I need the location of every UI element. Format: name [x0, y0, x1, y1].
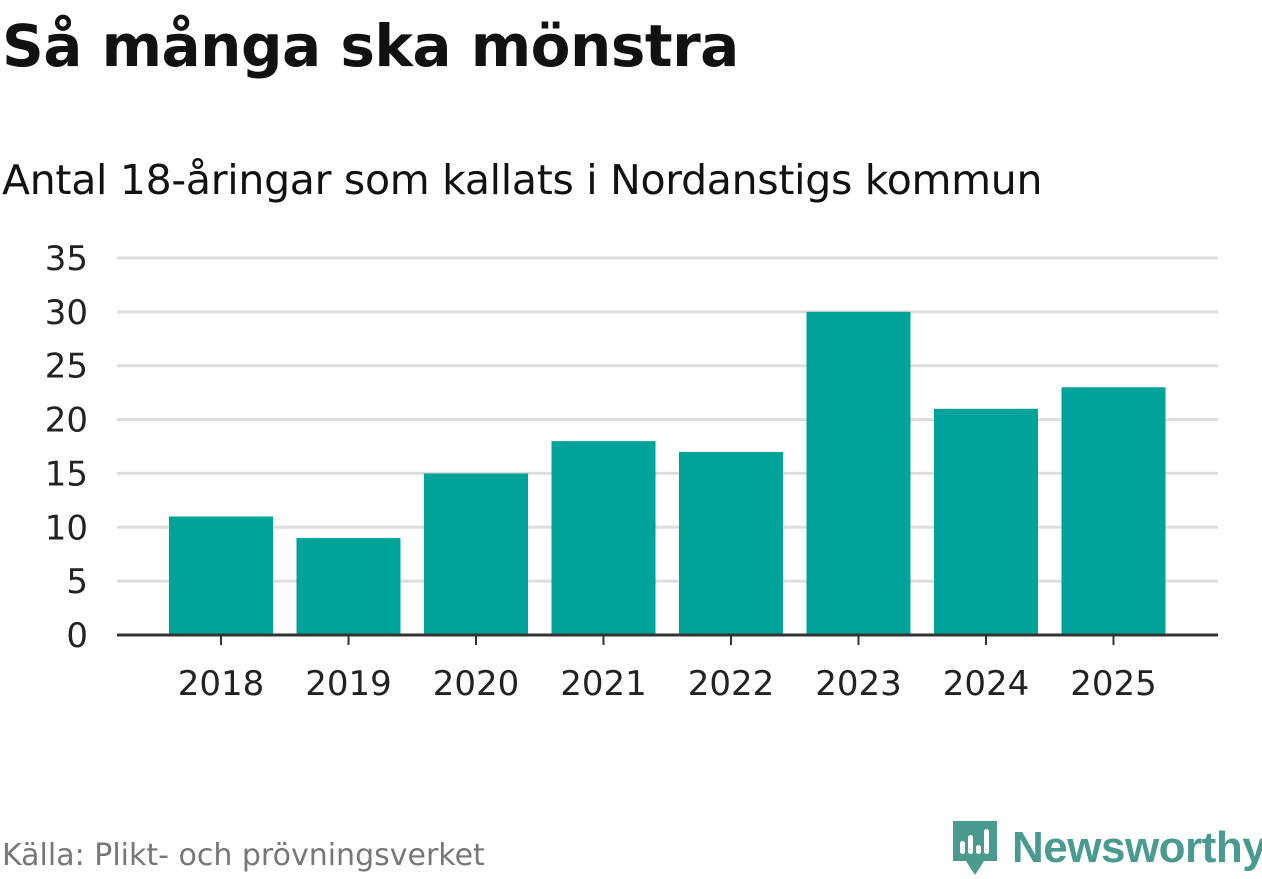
newsworthy-logo-icon [953, 821, 997, 875]
bars [169, 311, 1166, 635]
x-tick-label: 2023 [815, 664, 902, 704]
gridlines [117, 256, 1218, 583]
bar-2021 [551, 441, 656, 635]
y-tick-label: 20 [45, 401, 88, 441]
x-tick-label: 2018 [178, 664, 265, 704]
x-tick-label: 2021 [560, 664, 647, 704]
x-tick-label: 2020 [433, 664, 520, 704]
chart-title: Så många ska mönstra [2, 12, 739, 80]
bar-2025 [1061, 387, 1166, 635]
y-axis-ticks: 0 5 10 15 20 25 30 35 [45, 239, 88, 656]
bar-2024 [934, 408, 1038, 635]
y-tick-label: 0 [66, 616, 88, 656]
x-tick-label: 2024 [943, 664, 1030, 704]
bar-2022 [679, 451, 783, 635]
bar-2023 [806, 311, 911, 635]
y-tick-label: 25 [45, 347, 88, 387]
y-tick-label: 15 [45, 454, 88, 494]
x-tick-label: 2022 [688, 664, 775, 704]
x-tick-label: 2019 [305, 664, 392, 704]
x-tick-label: 2025 [1070, 664, 1157, 704]
brand-name: Newsworthy [1012, 823, 1262, 872]
bar-2019 [296, 538, 401, 635]
bar-2018 [169, 516, 273, 635]
y-tick-label: 30 [45, 293, 88, 333]
x-axis-ticks: 2018 2019 2020 2021 2022 2023 2024 2025 [178, 635, 1157, 704]
source-note: Källa: Plikt- och prövningsverket [2, 838, 485, 873]
y-tick-label: 10 [45, 508, 88, 548]
chart-subtitle: Antal 18-åringar som kallats i Nordansti… [2, 156, 1043, 204]
y-tick-label: 5 [66, 562, 88, 602]
brand-logo[interactable]: Newsworthy [950, 818, 1262, 878]
y-tick-label: 35 [45, 239, 88, 279]
bar-2020 [424, 473, 528, 635]
